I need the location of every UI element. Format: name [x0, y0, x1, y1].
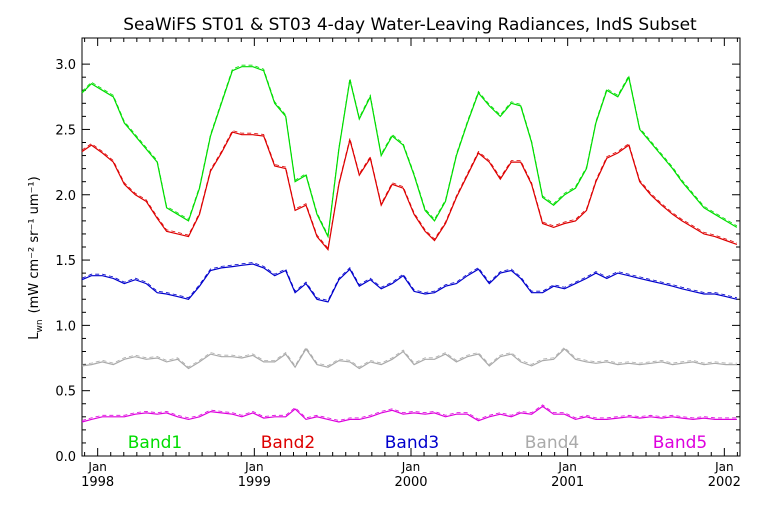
series-line-band3 — [81, 263, 738, 303]
x-tick-year: 1998 — [81, 475, 114, 490]
series-line-band3-st03 — [81, 262, 737, 301]
series-line-band2 — [81, 131, 738, 251]
y-axis-label-sub: wn — [35, 319, 45, 332]
y-tick-label: 0.5 — [55, 385, 76, 400]
series-line-band1 — [81, 66, 738, 239]
series-line-band5 — [81, 405, 737, 423]
series-line-band4 — [81, 347, 737, 370]
y-axis-label-main: L — [27, 332, 42, 340]
x-tick-year: 2001 — [551, 475, 584, 490]
series-line-band1-st03 — [81, 64, 738, 237]
legend-entry-band5: Band5 — [653, 433, 707, 453]
legend-entry-band2: Band2 — [261, 433, 315, 453]
y-tick-label: 2.0 — [55, 189, 76, 204]
y-tick-label: 2.5 — [55, 123, 76, 138]
legend-entry-band4: Band4 — [525, 433, 579, 453]
y-axis-label-units: (mW cm⁻² sr⁻¹ um⁻¹) — [27, 176, 42, 313]
x-tick-month: Jan — [714, 460, 734, 474]
y-tick-label: 1.0 — [55, 319, 76, 334]
y-tick-label: 1.5 — [55, 254, 76, 269]
series-line-band2-st03 — [81, 130, 738, 250]
legend-entry-band3: Band3 — [385, 433, 439, 453]
x-tick-month: Jan — [87, 460, 107, 474]
x-tick-year: 2002 — [708, 475, 741, 490]
legend: Band1 Band2 Band3 Band4 Band5 — [128, 433, 707, 453]
chart-title: SeaWiFS ST01 & ST03 4-day Water-Leaving … — [123, 15, 697, 35]
x-tick-month: Jan — [557, 460, 577, 474]
y-tick-label: 3.0 — [55, 58, 76, 73]
plot-frame — [81, 37, 741, 457]
y-axis-label: Lwn (mW cm⁻² sr⁻¹ um⁻¹) — [27, 176, 45, 339]
x-tick-month: Jan — [401, 460, 421, 474]
y-axis-ticks: 0.0 0.5 1.0 1.5 2.0 2.5 3.0 — [55, 58, 740, 465]
x-tick-year: 1999 — [238, 475, 271, 490]
x-tick-year: 2000 — [394, 475, 427, 490]
series-line-band4-st03 — [81, 346, 737, 368]
y-tick-label: 0.0 — [55, 450, 76, 465]
series-lines — [81, 64, 738, 423]
legend-entry-band1: Band1 — [128, 433, 182, 453]
x-tick-month: Jan — [244, 460, 264, 474]
